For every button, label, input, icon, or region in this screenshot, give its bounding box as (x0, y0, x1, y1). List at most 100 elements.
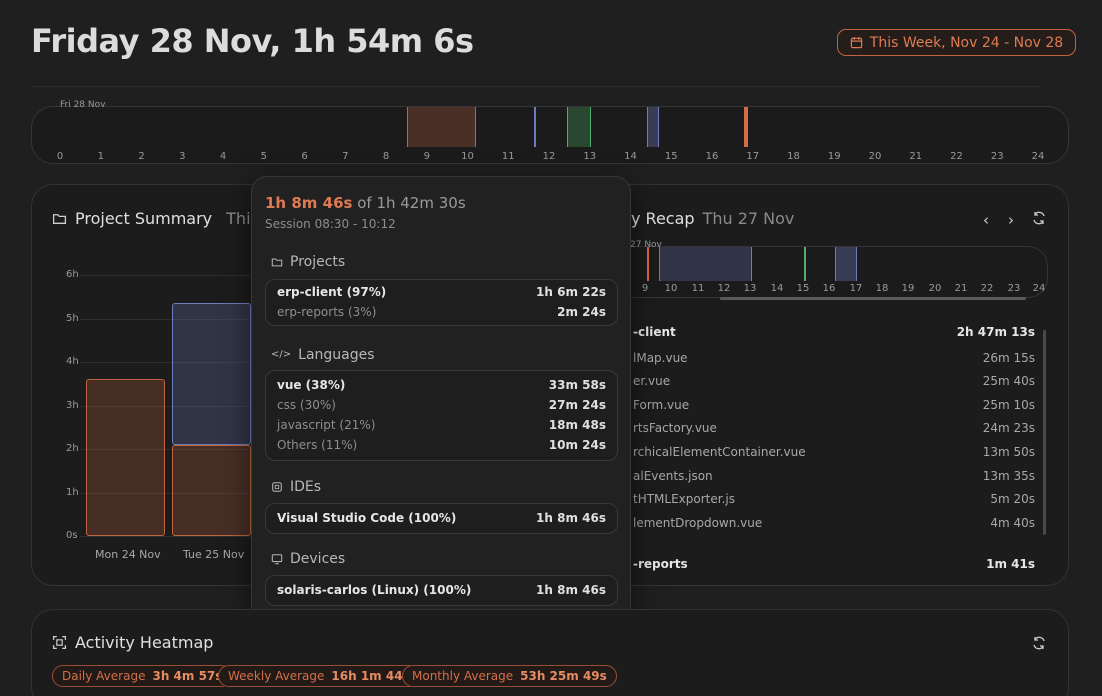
bar-segment[interactable] (86, 379, 165, 536)
file-row[interactable]: er.vue 25m 40s (633, 374, 1035, 388)
timeline-tick: 12 (542, 151, 556, 162)
monthly-average-value: 53h 25m 49s (520, 669, 607, 683)
recap-tick: 9 (641, 283, 649, 294)
recap-list-scrollbar[interactable] (1043, 330, 1046, 535)
recap-tick: 20 (928, 283, 942, 294)
file-row[interactable]: rchicalElementContainer.vue 13m 50s (633, 445, 1035, 459)
timeline-session-block[interactable] (647, 107, 659, 147)
timeline-tick: 24 (1031, 151, 1045, 162)
ides-section-title: IDEs (271, 479, 321, 495)
daily-recap-header: y Recap Thu 27 Nov (631, 209, 794, 228)
file-name: rchicalElementContainer.vue (633, 445, 806, 459)
heatmap-header: Activity Heatmap (52, 633, 213, 652)
ide-icon (272, 482, 282, 492)
monthly-average-chip: Monthly Average 53h 25m 49s (402, 665, 617, 687)
y-tick-label: 1h (66, 486, 79, 498)
chevron-left-icon[interactable]: ‹ (983, 211, 989, 229)
file-name: lMap.vue (633, 351, 688, 365)
timeline-tick: 14 (624, 151, 637, 162)
recap-tick: 18 (875, 283, 889, 294)
timeline-session-block[interactable] (534, 107, 536, 147)
project-summary-title: Project Summary (75, 209, 213, 228)
file-row[interactable]: lementDropdown.vue 4m 40s (633, 516, 1035, 530)
scan-icon (52, 635, 67, 650)
file-time: 13m 50s (982, 445, 1035, 459)
calendar-icon (850, 36, 862, 49)
recap-tick: 19 (901, 283, 915, 294)
recap-session-block[interactable] (835, 247, 857, 281)
timeline-tick: 15 (664, 151, 678, 162)
file-time: 24m 23s (982, 421, 1035, 435)
stat-row: solaris-carlos (Linux) (100%) 1h 8m 46s (266, 580, 617, 600)
code-icon: </> (271, 349, 292, 360)
timeline-session-block[interactable] (407, 107, 476, 147)
popover-header: 1h 8m 46s of 1h 42m 30s (265, 194, 466, 212)
timeline-tick: 0 (56, 151, 64, 162)
file-time: 25m 10s (982, 398, 1035, 412)
monitor-icon (271, 554, 283, 565)
x-label-mon: Mon 24 Nov (95, 548, 161, 561)
project-row[interactable]: -client 2h 47m 13s (633, 325, 1035, 339)
recap-tick: 10 (664, 283, 678, 294)
daily-average-chip: Daily Average 3h 4m 57s (52, 665, 233, 687)
recap-session-block[interactable] (647, 247, 649, 281)
file-time: 4m 40s (990, 516, 1035, 530)
heatmap-refresh-icon[interactable] (1031, 635, 1047, 655)
stat-label: solaris-carlos (Linux) (100%) (277, 583, 472, 597)
day-timeline[interactable] (31, 106, 1069, 164)
timeline-session-block[interactable] (567, 107, 591, 147)
popover-session: Session 08:30 - 10:12 (265, 217, 396, 231)
folder-icon (52, 214, 67, 224)
timeline-tick: 19 (827, 151, 841, 162)
recap-timeline-scrollbar[interactable] (720, 297, 1026, 300)
timeline-session-block[interactable] (744, 107, 748, 147)
gridline (80, 536, 250, 537)
timeline-tick: 17 (746, 151, 760, 162)
refresh-icon[interactable] (1031, 210, 1047, 230)
bar-segment[interactable] (172, 303, 251, 445)
gridline (80, 275, 250, 276)
gridline (80, 492, 250, 494)
x-label-tue: Tue 25 Nov (183, 548, 245, 561)
file-row[interactable]: tHTMLExporter.js 5m 20s (633, 492, 1035, 506)
file-time: 5m 20s (990, 492, 1035, 506)
recap-tick: 11 (691, 283, 705, 294)
file-row[interactable]: alEvents.json 13m 35s (633, 469, 1035, 483)
recap-session-block[interactable] (804, 247, 806, 281)
project-time: 1m 41s (986, 557, 1035, 571)
file-time: 13m 35s (982, 469, 1035, 483)
date-range-button[interactable]: This Week, Nov 24 - Nov 28 (837, 29, 1076, 56)
recap-tick: 16 (822, 283, 836, 294)
stat-value: 1h 8m 46s (536, 583, 606, 597)
recap-timeline[interactable] (600, 246, 1048, 298)
recap-tick: 22 (980, 283, 994, 294)
bar-segment[interactable] (172, 444, 251, 536)
folder-icon (271, 258, 283, 267)
stat-value: 18m 48s (548, 418, 606, 432)
recap-tick: 14 (770, 283, 784, 294)
file-time: 26m 15s (982, 351, 1035, 365)
file-name: alEvents.json (633, 469, 713, 483)
file-row[interactable]: Form.vue 25m 10s (633, 398, 1035, 412)
timeline-tick: 7 (342, 151, 349, 162)
y-tick-label: 0s (66, 530, 78, 541)
stat-row: css (30%) 27m 24s (266, 395, 617, 415)
timeline-tick: 20 (868, 151, 882, 162)
daily-recap-title: y Recap (631, 209, 695, 228)
recap-tick: 21 (954, 283, 968, 294)
chevron-right-icon[interactable]: › (1008, 211, 1014, 229)
file-row[interactable]: rtsFactory.vue 24m 23s (633, 421, 1035, 435)
timeline-tick: 16 (705, 151, 719, 162)
y-tick-label: 6h (66, 269, 79, 280)
file-name: tHTMLExporter.js (633, 492, 735, 506)
project-row[interactable]: -reports 1m 41s (633, 557, 1035, 571)
stat-row: Visual Studio Code (100%) 1h 8m 46s (266, 508, 617, 528)
daily-recap-date: Thu 27 Nov (702, 209, 795, 228)
recap-session-block[interactable] (659, 247, 752, 281)
stat-label: erp-client (97%) (277, 285, 387, 299)
file-row[interactable]: lMap.vue 26m 15s (633, 351, 1035, 365)
timeline-tick: 4 (219, 151, 227, 162)
project-name: -client (633, 325, 676, 339)
devices-label: Devices (290, 551, 346, 567)
